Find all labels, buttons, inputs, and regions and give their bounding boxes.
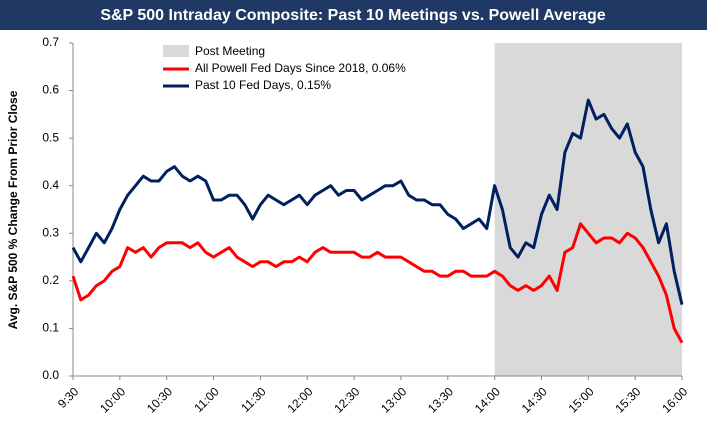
x-tick-label: 13:00 (378, 384, 409, 415)
x-tick-label: 12:30 (331, 384, 362, 415)
chart-title: S&P 500 Intraday Composite: Past 10 Meet… (100, 7, 605, 24)
x-tick-label: 14:30 (519, 384, 550, 415)
legend-label: Post Meeting (195, 44, 265, 58)
x-tick-label: 15:00 (566, 384, 597, 415)
y-tick-label: 0.1 (42, 321, 59, 335)
x-tick-label: 9:30 (55, 384, 82, 411)
x-tick-label: 13:30 (425, 384, 456, 415)
legend-label: Past 10 Fed Days, 0.15% (195, 78, 331, 92)
y-tick-label: 0.4 (42, 178, 59, 192)
x-tick-label: 11:00 (191, 384, 222, 415)
shade-region (494, 43, 682, 376)
x-tick-label: 12:00 (284, 384, 315, 415)
title-bar (0, 0, 707, 30)
y-tick-label: 0.7 (42, 35, 59, 49)
series-line (71, 98, 684, 305)
x-tick-label: 16:00 (659, 384, 690, 415)
x-tick-label: 10:30 (144, 384, 175, 415)
y-tick-label: 0.0 (42, 368, 59, 382)
legend-label: All Powell Fed Days Since 2018, 0.06% (195, 61, 406, 75)
y-tick-label: 0.2 (42, 273, 59, 287)
x-tick-label: 11:30 (238, 384, 269, 415)
x-tick-label: 14:00 (472, 384, 503, 415)
y-tick-label: 0.5 (42, 130, 59, 144)
series-line (71, 222, 684, 344)
legend-swatch (163, 45, 189, 57)
x-tick-label: 10:00 (97, 384, 128, 415)
y-axis-label: Avg. S&P 500 % Change From Prior Close (6, 90, 20, 329)
y-tick-label: 0.6 (42, 83, 59, 97)
y-tick-label: 0.3 (42, 225, 59, 239)
x-tick-label: 15:30 (612, 384, 643, 415)
